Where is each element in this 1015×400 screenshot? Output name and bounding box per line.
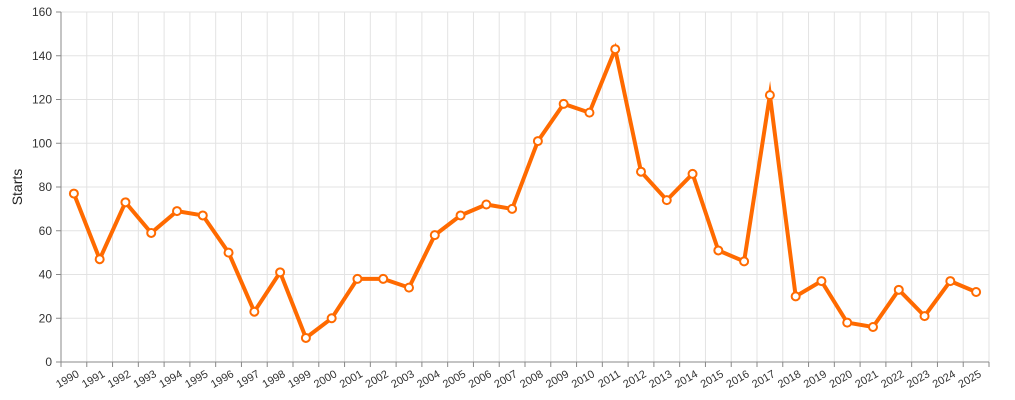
x-tick-label: 2011 [596, 368, 622, 390]
series-line [72, 42, 977, 342]
data-point[interactable] [249, 306, 260, 317]
data-point[interactable] [713, 245, 724, 256]
x-tick-label: 2018 [776, 368, 803, 391]
x-tick-label: 2009 [544, 368, 571, 391]
data-point[interactable] [532, 136, 543, 147]
x-tick-label: 2008 [518, 368, 545, 391]
data-point[interactable] [223, 247, 234, 258]
data-point[interactable] [507, 203, 518, 214]
x-tick-label: 1990 [54, 368, 81, 391]
data-point[interactable] [94, 254, 105, 265]
y-tick-label: 140 [32, 49, 52, 63]
data-point[interactable] [919, 311, 930, 322]
data-point[interactable] [300, 332, 311, 343]
x-tick-label: 2019 [802, 368, 829, 391]
data-point[interactable] [971, 287, 982, 297]
x-tick-label: 2025 [956, 368, 983, 391]
y-axis-ticks: 0 20 40 60 80 100 120 140 160 [32, 5, 61, 369]
data-point[interactable] [172, 206, 182, 217]
x-tick-label: 2021 [853, 368, 880, 391]
y-tick-label: 80 [39, 180, 53, 194]
x-tick-label: 2002 [364, 368, 391, 391]
data-point[interactable] [146, 227, 157, 238]
y-tick-label: 40 [39, 268, 53, 282]
data-point[interactable] [893, 284, 904, 295]
data-point[interactable] [764, 90, 775, 101]
data-point[interactable] [739, 256, 750, 267]
data-point[interactable] [558, 98, 569, 109]
data-point[interactable] [481, 199, 492, 210]
x-tick-label: 1993 [132, 368, 159, 391]
x-tick-label: 2007 [492, 368, 519, 391]
data-point[interactable] [455, 210, 466, 221]
x-tick-label: 1996 [209, 368, 236, 391]
data-point[interactable] [120, 197, 131, 208]
x-tick-label: 2014 [673, 368, 700, 391]
x-tick-label: 1992 [106, 368, 133, 391]
x-tick-label: 2001 [338, 368, 365, 391]
y-tick-label: 60 [39, 224, 53, 238]
x-tick-label: 2024 [931, 368, 958, 391]
y-axis-title: Starts [9, 169, 25, 206]
x-tick-label: 2006 [467, 368, 494, 391]
x-tick-label: 2020 [828, 368, 855, 391]
y-tick-label: 0 [45, 355, 52, 369]
x-tick-label: 2012 [621, 368, 648, 391]
x-tick-label: 1999 [286, 368, 313, 391]
data-point[interactable] [945, 276, 956, 287]
data-point[interactable] [868, 322, 878, 332]
data-point[interactable] [584, 107, 595, 118]
data-point[interactable] [661, 195, 672, 206]
data-point[interactable] [326, 313, 337, 324]
x-tick-label: 2023 [905, 368, 932, 391]
grid-lines [60, 11, 990, 363]
data-point[interactable] [378, 273, 389, 284]
data-point[interactable] [275, 267, 286, 278]
data-point[interactable] [816, 276, 827, 287]
x-tick-label: 1994 [157, 368, 184, 391]
data-point[interactable] [842, 317, 853, 328]
data-point[interactable] [636, 166, 646, 177]
x-tick-label: 2005 [441, 368, 468, 391]
x-tick-label: 2022 [879, 368, 906, 391]
x-tick-label: 2000 [312, 368, 339, 391]
data-point[interactable] [790, 291, 801, 302]
x-tick-label: 2016 [724, 368, 751, 391]
x-tick-label: 2017 [750, 368, 777, 391]
x-tick-label: 2004 [415, 368, 442, 391]
y-tick-label: 100 [32, 136, 52, 150]
data-point[interactable] [197, 210, 208, 221]
data-point[interactable] [610, 44, 621, 55]
y-tick-label: 20 [39, 311, 53, 325]
x-tick-label: 1997 [235, 368, 262, 391]
series-group [68, 42, 982, 343]
x-tick-label: 2013 [647, 368, 674, 391]
x-tick-label: 1991 [80, 368, 107, 391]
y-tick-label: 160 [32, 5, 52, 19]
x-tick-label: 2003 [389, 368, 416, 391]
y-tick-label: 120 [32, 93, 52, 107]
x-axis-ticks: 1990199119921993199419951996199719981999… [54, 362, 990, 391]
data-point[interactable] [68, 188, 79, 199]
data-point[interactable] [404, 282, 414, 293]
x-tick-label: 2010 [570, 368, 597, 391]
x-tick-label: 1995 [183, 368, 210, 391]
data-point[interactable] [429, 230, 440, 241]
data-point[interactable] [352, 273, 363, 284]
data-point[interactable] [687, 168, 698, 179]
x-tick-label: 2015 [699, 368, 726, 391]
x-tick-label: 1998 [260, 368, 287, 391]
